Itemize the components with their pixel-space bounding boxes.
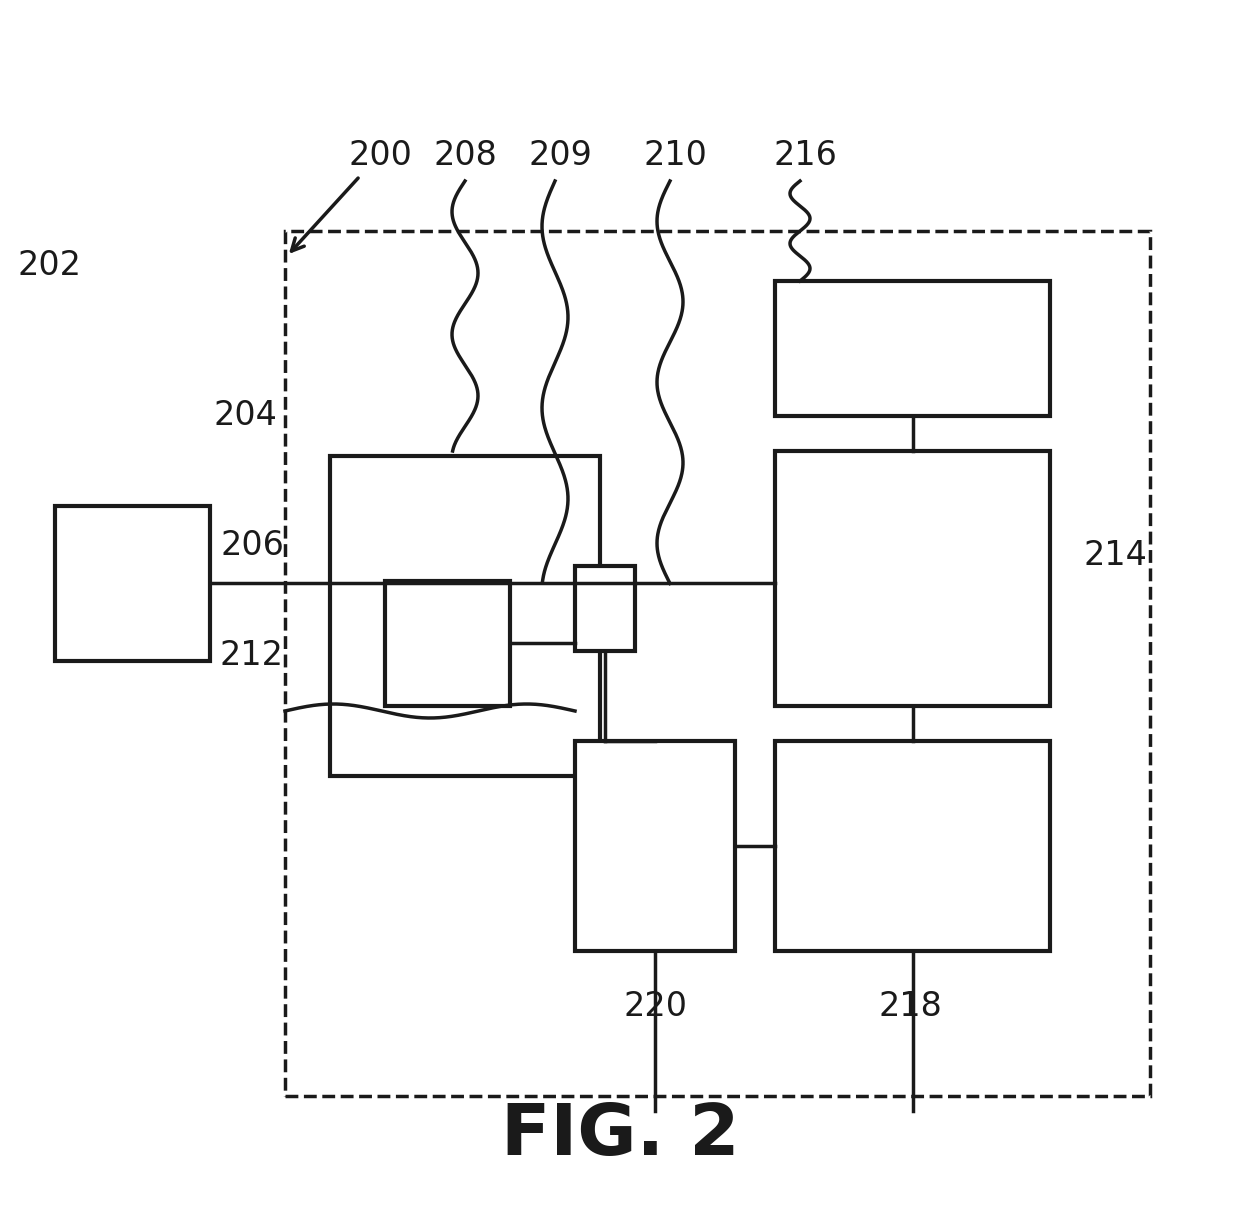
FancyBboxPatch shape (55, 506, 210, 661)
Text: 210: 210 (644, 139, 707, 172)
Text: 214: 214 (1083, 539, 1147, 573)
FancyBboxPatch shape (575, 566, 635, 652)
FancyBboxPatch shape (775, 741, 1050, 951)
Text: 212: 212 (219, 639, 284, 672)
Text: FIG. 2: FIG. 2 (501, 1102, 739, 1171)
FancyBboxPatch shape (575, 741, 735, 951)
Text: 208: 208 (433, 139, 497, 172)
Text: 206: 206 (219, 529, 284, 562)
Text: 202: 202 (19, 249, 82, 282)
FancyBboxPatch shape (775, 281, 1050, 417)
Text: 209: 209 (528, 139, 591, 172)
Text: 216: 216 (773, 139, 837, 172)
FancyBboxPatch shape (330, 457, 600, 776)
Text: 204: 204 (213, 400, 277, 432)
FancyBboxPatch shape (775, 450, 1050, 706)
Text: 200: 200 (348, 139, 412, 172)
Text: 220: 220 (622, 989, 687, 1022)
Text: 218: 218 (878, 989, 942, 1022)
FancyBboxPatch shape (384, 581, 510, 706)
